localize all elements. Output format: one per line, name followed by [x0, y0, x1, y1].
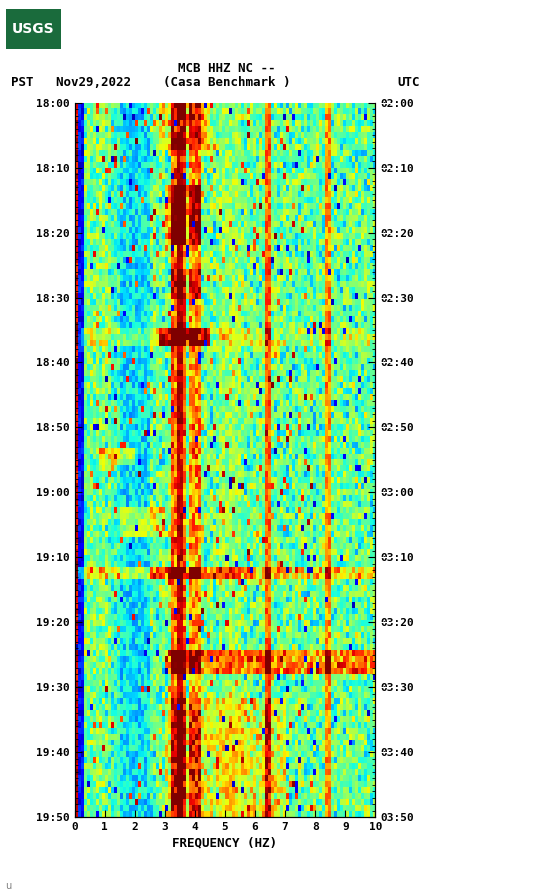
X-axis label: FREQUENCY (HZ): FREQUENCY (HZ)	[172, 836, 278, 849]
FancyBboxPatch shape	[6, 9, 61, 49]
Text: USGS: USGS	[12, 22, 55, 36]
Text: u: u	[6, 880, 12, 890]
Text: MCB HHZ NC --: MCB HHZ NC --	[178, 62, 275, 75]
Text: PST   Nov29,2022: PST Nov29,2022	[11, 76, 131, 89]
Text: (Casa Benchmark ): (Casa Benchmark )	[163, 76, 290, 89]
Text: UTC: UTC	[397, 76, 420, 89]
